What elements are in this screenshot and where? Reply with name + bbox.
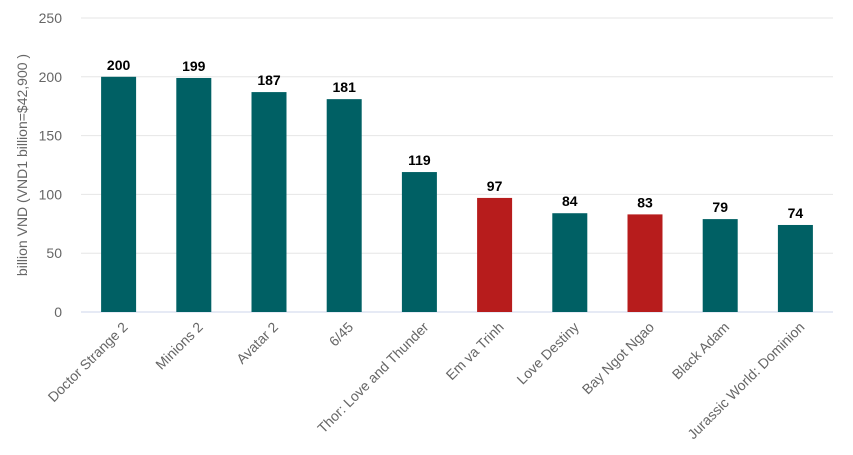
bar[interactable] [176, 77, 212, 312]
data-label: 181 [333, 79, 357, 95]
y-axis-ticks: 0 50 100 150 200 250 [39, 10, 63, 320]
bar[interactable] [777, 224, 813, 312]
data-label: 119 [408, 152, 431, 168]
x-tick-label: Bay Ngot Ngao [579, 319, 658, 398]
data-label: 199 [182, 58, 206, 74]
bar[interactable] [627, 214, 663, 312]
data-label: 79 [712, 199, 728, 215]
y-tick-label: 50 [46, 245, 62, 261]
y-tick-label: 200 [39, 69, 63, 85]
data-label: 83 [637, 194, 653, 210]
bar[interactable] [251, 92, 287, 312]
bar[interactable] [401, 172, 437, 312]
data-label: 187 [257, 72, 281, 88]
bar[interactable] [477, 197, 513, 312]
bar[interactable] [552, 213, 588, 312]
bar[interactable] [702, 219, 738, 312]
data-label: 200 [107, 57, 131, 73]
x-tick-label: Black Adam [669, 319, 733, 383]
y-axis-title: billion VND (VND1 billion=$42,900 ) [14, 54, 30, 276]
data-label: 74 [788, 205, 804, 221]
x-tick-label: 6/45 [326, 319, 357, 350]
x-tick-label: Love Destiny [513, 319, 582, 388]
y-tick-label: 100 [39, 186, 63, 202]
y-tick-label: 0 [54, 304, 62, 320]
x-tick-label: Em va Trinh [443, 319, 507, 383]
x-tick-label: Avatar 2 [233, 319, 281, 367]
bar[interactable] [326, 99, 362, 312]
data-label: 84 [562, 193, 578, 209]
x-tick-label: Minions 2 [152, 319, 206, 373]
data-label: 97 [487, 178, 503, 194]
data-labels: 200 199 187 181 119 97 84 83 79 74 [107, 57, 803, 221]
y-tick-label: 150 [39, 128, 63, 144]
bar[interactable] [101, 76, 137, 312]
bars [101, 76, 813, 312]
x-tick-label: Doctor Strange 2 [45, 319, 131, 405]
y-tick-label: 250 [39, 10, 63, 26]
x-axis-ticks: Doctor Strange 2 Minions 2 Avatar 2 6/45Tho… [45, 319, 808, 443]
